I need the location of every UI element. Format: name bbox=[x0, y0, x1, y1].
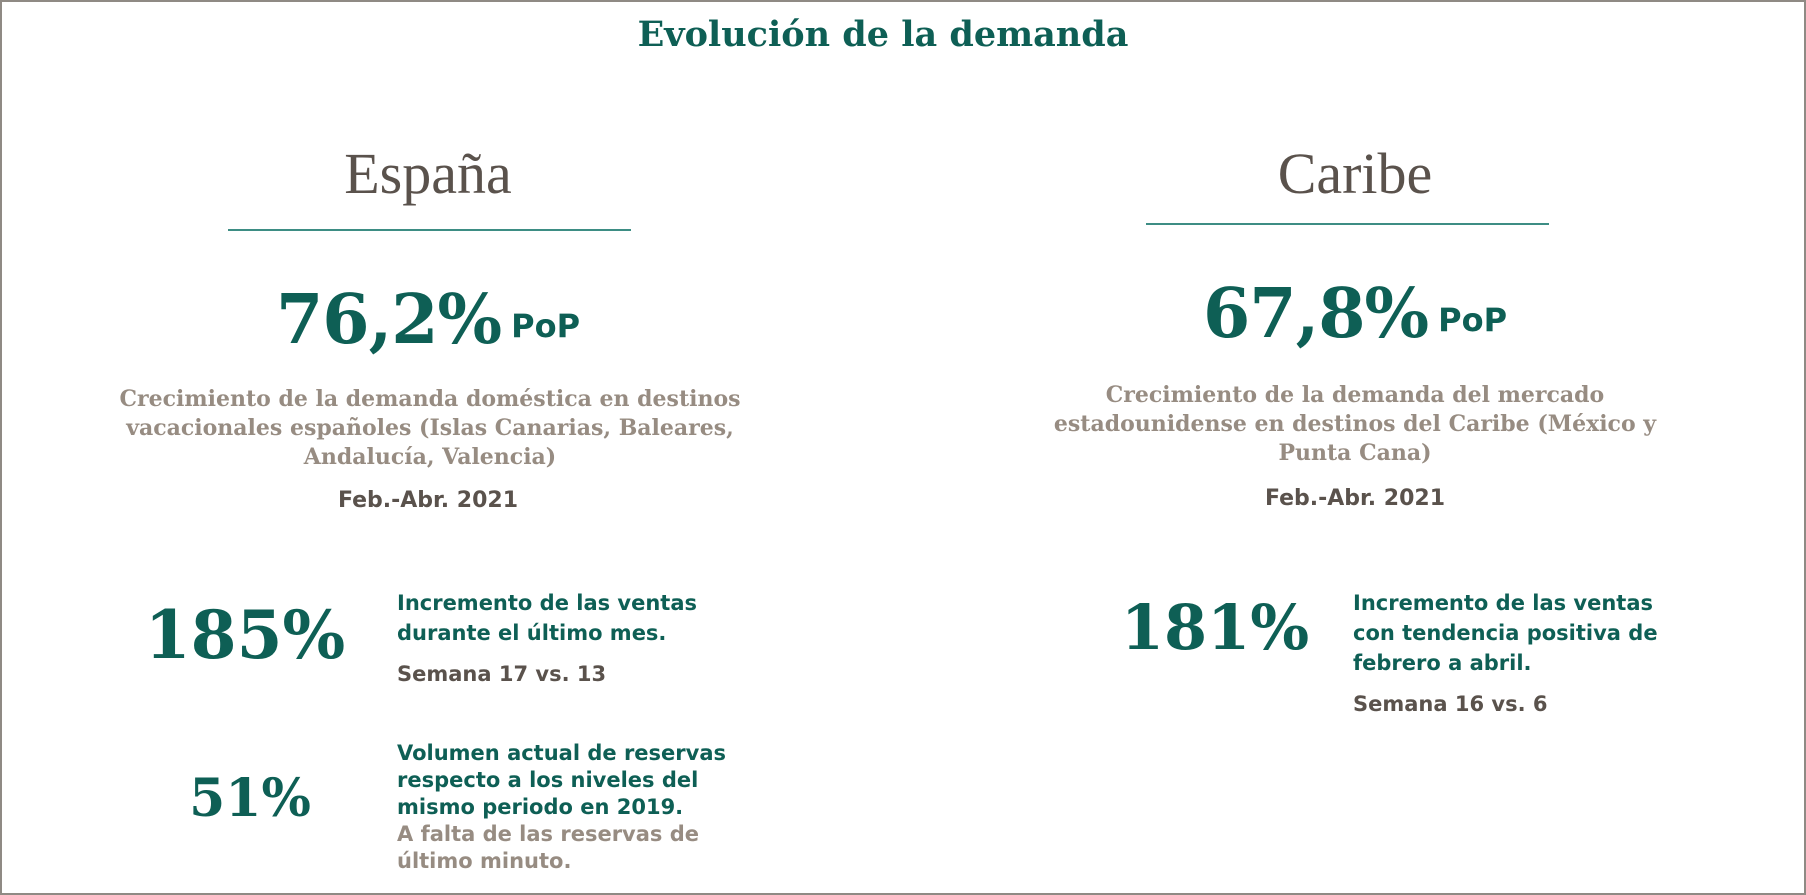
caribe-headline-unit: PoP bbox=[1438, 301, 1508, 339]
caribe-kpi-1-value: 181% bbox=[1120, 591, 1310, 664]
caribe-description: Crecimiento de la demanda del mercado es… bbox=[1053, 382, 1657, 466]
slide-title: Evolución de la demanda bbox=[637, 14, 1129, 55]
spain-period: Feb.-Abr. 2021 bbox=[337, 488, 519, 513]
spain-headline-unit: PoP bbox=[511, 307, 581, 345]
caribe-kpi-1-description: Incremento de las ventas con tendencia p… bbox=[1353, 591, 1658, 675]
spain-kpi-1-subtext: Semana 17 vs. 13 bbox=[397, 662, 607, 686]
caribe-region-heading: Caribe bbox=[1277, 141, 1433, 206]
spain-headline-value: 76,2% bbox=[275, 280, 502, 360]
spain-kpi-2-description: Volumen actual de reservas respecto a lo… bbox=[397, 741, 726, 819]
caribe-heading-rule bbox=[1146, 223, 1549, 225]
caribe-headline-value: 67,8% bbox=[1202, 274, 1429, 354]
spain-description: Crecimiento de la demanda doméstica en d… bbox=[119, 386, 741, 470]
spain-headline-stat: 76,2% PoP bbox=[148, 280, 708, 360]
caribe-headline-stat: 67,8% PoP bbox=[1075, 274, 1635, 354]
caribe-kpi-1-subtext: Semana 16 vs. 6 bbox=[1353, 692, 1548, 716]
spain-kpi-2-note: A falta de las reservas de último minuto… bbox=[397, 822, 699, 873]
spain-heading-rule bbox=[228, 229, 631, 231]
spain-region-heading: España bbox=[344, 141, 512, 206]
spain-kpi-1-value: 185% bbox=[144, 596, 346, 674]
caribe-period: Feb.-Abr. 2021 bbox=[1264, 486, 1446, 511]
spain-kpi-2-value: 51% bbox=[189, 768, 311, 829]
spain-kpi-1-description: Incremento de las ventas durante el últi… bbox=[397, 591, 698, 645]
